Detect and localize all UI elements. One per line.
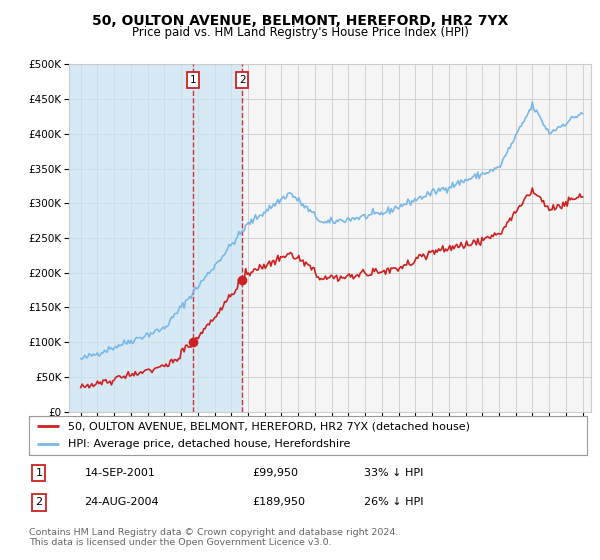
Bar xyxy=(193,64,242,412)
Text: 2: 2 xyxy=(35,497,43,507)
Text: HPI: Average price, detached house, Herefordshire: HPI: Average price, detached house, Here… xyxy=(68,439,350,449)
Text: 24-AUG-2004: 24-AUG-2004 xyxy=(85,497,159,507)
Text: 50, OULTON AVENUE, BELMONT, HEREFORD, HR2 7YX: 50, OULTON AVENUE, BELMONT, HEREFORD, HR… xyxy=(92,14,508,28)
Text: 14-SEP-2001: 14-SEP-2001 xyxy=(85,468,155,478)
Text: 50, OULTON AVENUE, BELMONT, HEREFORD, HR2 7YX (detached house): 50, OULTON AVENUE, BELMONT, HEREFORD, HR… xyxy=(68,421,470,431)
Bar xyxy=(69,64,193,412)
Text: Price paid vs. HM Land Registry's House Price Index (HPI): Price paid vs. HM Land Registry's House … xyxy=(131,26,469,39)
Text: £189,950: £189,950 xyxy=(252,497,305,507)
Text: 26% ↓ HPI: 26% ↓ HPI xyxy=(364,497,423,507)
Text: 1: 1 xyxy=(35,468,43,478)
Text: Contains HM Land Registry data © Crown copyright and database right 2024.
This d: Contains HM Land Registry data © Crown c… xyxy=(29,528,398,547)
Text: 2: 2 xyxy=(239,75,245,85)
Text: £99,950: £99,950 xyxy=(252,468,298,478)
Text: 1: 1 xyxy=(190,75,196,85)
Text: 33% ↓ HPI: 33% ↓ HPI xyxy=(364,468,423,478)
